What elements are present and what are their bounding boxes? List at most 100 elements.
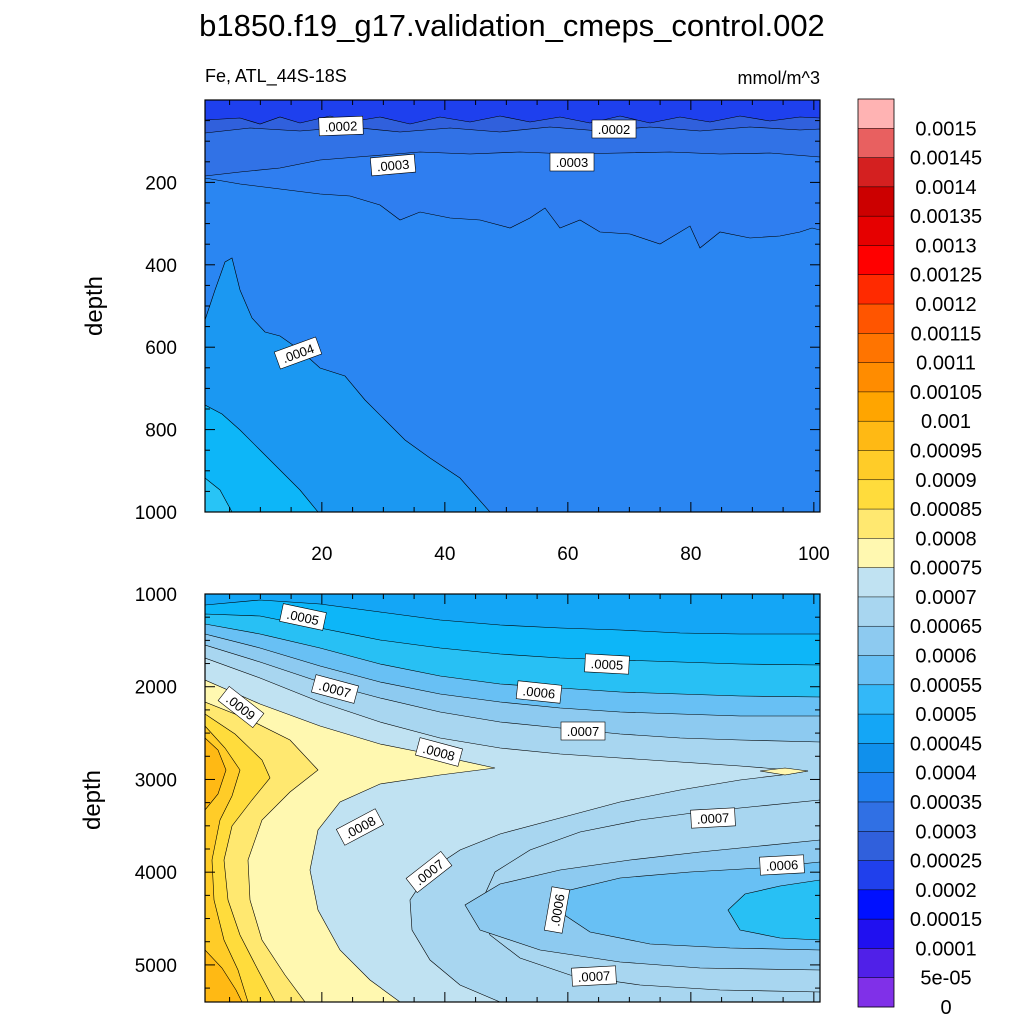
colorbar-swatch <box>858 274 894 305</box>
upper-y-axis-label: depth <box>81 276 108 336</box>
lower-axis-ticks: 1000 2000 3000 4000 5000 <box>135 585 820 1002</box>
contour-label-box <box>335 808 385 846</box>
contour-label: .0008 <box>335 808 385 846</box>
colorbar-swatch <box>858 391 894 422</box>
contour-label-box <box>273 336 323 370</box>
y-tick-label: 1000 <box>135 503 177 524</box>
contour-label: .0006 <box>543 886 571 934</box>
contour-label-box <box>515 680 563 704</box>
contour-label: .0006 <box>515 680 563 704</box>
x-tick-label: 80 <box>680 544 701 565</box>
contour-label: .0007 <box>571 965 617 987</box>
lower-contour-fills <box>205 594 820 1002</box>
colorbar-label: 0.0008 <box>915 528 976 550</box>
contour-label: .0007 <box>560 721 606 741</box>
colorbar-label: 0.0011 <box>916 353 976 375</box>
colorbar-swatch <box>858 948 894 979</box>
x-tick-label: 20 <box>311 544 332 565</box>
contour-label-text: .0006 <box>547 893 567 928</box>
contour-label-box <box>549 152 595 172</box>
contour-label-box <box>217 685 265 729</box>
contour-label: .0007 <box>690 807 736 829</box>
contour-label-text: .0002 <box>598 122 631 137</box>
lower-plot-area: .0005.0005.0007.0006.0009.0007.0008.0008… <box>79 585 821 1003</box>
colorbar-swatch <box>858 509 894 539</box>
colorbar-frame <box>857 98 895 1008</box>
colorbar-swatch <box>858 216 894 246</box>
colorbar-swatch <box>858 684 894 715</box>
colorbar-swatch <box>858 831 894 861</box>
colorbar-swatch <box>858 538 894 568</box>
contour-label-box <box>311 674 359 704</box>
colorbar-label: 0.00125 <box>910 265 982 287</box>
colorbar-swatch <box>858 157 894 188</box>
contour-label-text: .0003 <box>376 157 410 175</box>
colorbar-label: 0.00055 <box>910 675 982 697</box>
colorbar-label: 0 <box>940 997 951 1019</box>
lower-contour-labels: .0005.0005.0007.0006.0009.0007.0008.0008… <box>217 603 805 987</box>
colorbar-swatch <box>858 714 894 744</box>
colorbar-label: 0.00065 <box>910 616 982 638</box>
y-tick-label: 800 <box>145 421 177 442</box>
colorbar-label: 0.00015 <box>910 909 982 931</box>
colorbar-swatch <box>858 186 894 217</box>
y-tick-label: 4000 <box>135 863 177 884</box>
colorbar-label: 0.0002 <box>915 880 976 902</box>
y-tick-label: 200 <box>145 173 177 194</box>
lower-y-axis-label: depth <box>79 770 106 830</box>
contour-label: .0002 <box>318 115 364 137</box>
fill-band <box>205 949 243 1002</box>
colorbar-swatch <box>858 860 894 891</box>
lower-frame <box>204 593 821 1003</box>
colorbar-label: 0.00025 <box>910 851 982 873</box>
fill-band <box>759 767 809 776</box>
colorbar-label: 0.00085 <box>910 499 982 521</box>
colorbar-label: 0.0015 <box>915 118 976 140</box>
contour-label: .0007 <box>405 850 453 894</box>
contour-label: .0002 <box>591 119 637 139</box>
colorbar-swatch <box>858 655 894 686</box>
colorbar-swatch <box>858 772 894 803</box>
fill-band <box>727 879 820 941</box>
contour-label-box <box>415 737 463 767</box>
colorbar-swatch <box>858 245 894 276</box>
contour-label: .0003 <box>369 153 417 177</box>
colorbar-swatch <box>858 450 894 481</box>
contour-label: .0006 <box>759 854 805 876</box>
contour-label-text: .0007 <box>696 810 729 827</box>
x-tick-label: 100 <box>798 544 830 565</box>
colorbar-swatch <box>858 919 894 949</box>
colorbar-label: 0.0005 <box>915 704 976 726</box>
contour-label: .0003 <box>549 152 595 172</box>
contour-label-box <box>318 115 364 137</box>
colorbar-label: 0.0014 <box>915 177 976 199</box>
fill-band <box>205 257 491 512</box>
fill-band <box>205 737 227 811</box>
contour-label-text: .0007 <box>577 968 610 985</box>
contour-label-text: .0006 <box>765 857 798 874</box>
colorbar-label: 0.00115 <box>911 323 982 345</box>
colorbar-swatch <box>858 889 894 920</box>
contour-label-box <box>543 886 571 934</box>
fill-band <box>205 477 233 512</box>
fill-band <box>205 404 319 512</box>
colorbar-label: 0.0006 <box>915 646 976 668</box>
x-tick-label: 60 <box>557 544 578 565</box>
contour-label-box <box>369 153 417 177</box>
contour-label: .0007 <box>311 674 359 704</box>
contour-label-text: .0006 <box>522 683 556 701</box>
contour-label-box <box>571 965 617 987</box>
contour-label-text: .0005 <box>590 656 623 673</box>
colorbar: 0.0015 0.00145 0.0014 0.00135 0.0013 0.00125 0… <box>857 98 982 1019</box>
upper-plot-area: .0002.0002.0003.0003.0004 20 40 60 80 100200… <box>81 99 830 565</box>
colorbar-label: 0.00045 <box>910 733 982 755</box>
contour-label: .0005 <box>584 653 630 675</box>
colorbar-label: 0.001 <box>921 411 971 433</box>
y-tick-label: 600 <box>145 338 177 359</box>
colorbar-swatch <box>858 304 894 334</box>
colorbar-label: 0.0004 <box>915 763 976 785</box>
contour-label-box <box>405 850 453 894</box>
colorbar-swatch <box>858 128 894 158</box>
contour-label-text: .0007 <box>567 724 600 739</box>
